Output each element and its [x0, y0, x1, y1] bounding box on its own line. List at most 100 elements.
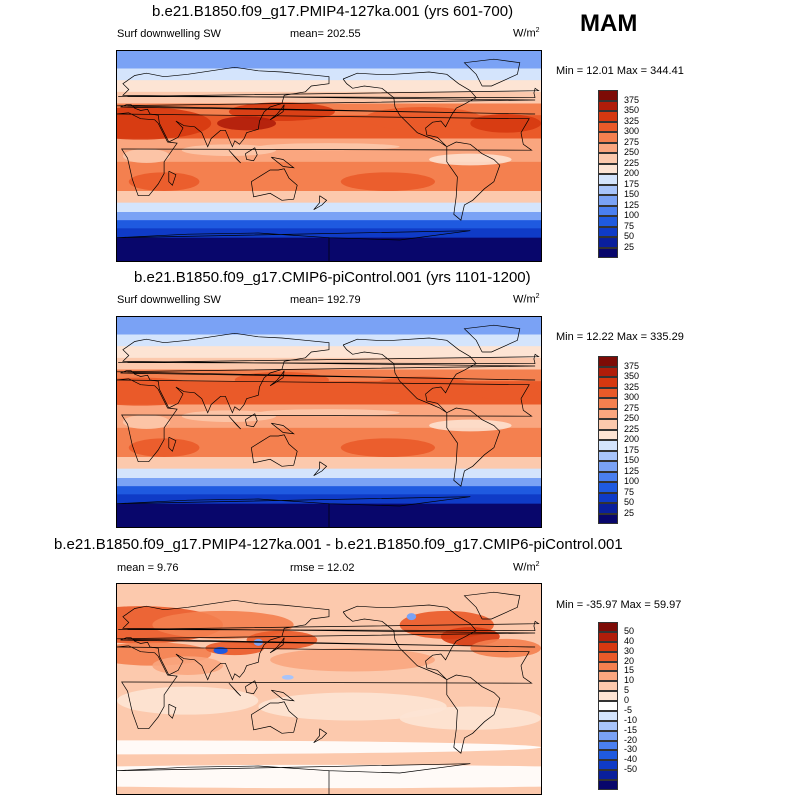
colorbar-tick-label: 50 [624, 625, 635, 636]
season-label: MAM [580, 10, 638, 37]
colorbar-swatch [598, 740, 618, 751]
colorbar-swatch [598, 247, 618, 258]
colorbar-tick-label: 15 [624, 665, 635, 676]
colorbar-swatch [598, 142, 618, 153]
colorbar-swatch [598, 651, 618, 662]
colorbar-swatch [598, 387, 618, 398]
map-field [117, 317, 541, 527]
colorbar-tick-label: -40 [624, 754, 638, 765]
colorbar-swatch [598, 205, 618, 216]
colorbar-tick-label: 150 [624, 455, 640, 465]
colorbar-tick-label: 375 [624, 360, 640, 371]
colorbar-tick-label: 75 [624, 220, 635, 231]
colorbar-tick-label: 150 [624, 189, 640, 199]
colorbar-swatch [598, 111, 618, 122]
colorbar-tick-label: 125 [624, 465, 640, 476]
colorbar-swatch [598, 760, 618, 771]
colorbar-tick-label: -50 [624, 764, 638, 775]
colorbar-tick-label: -30 [624, 744, 638, 755]
colorbar-tick-label: 175 [624, 444, 640, 455]
colorbar-tick-label: 25 [624, 507, 635, 518]
colorbar-swatch [598, 377, 618, 388]
colorbar-tick-label: 10 [624, 675, 635, 686]
colorbar-swatch [598, 780, 618, 790]
coastline-outlines [117, 591, 541, 794]
panel-1-title: b.e21.B1850.f09_g17.PMIP4-127ka.001 (yrs… [152, 3, 514, 20]
colorbar-tick-label: 325 [624, 381, 640, 392]
colorbar-tick-label: 200 [624, 434, 640, 444]
map-field [117, 51, 541, 261]
colorbar-swatch [598, 730, 618, 741]
panel-2-mean: mean= 192.79 [290, 294, 361, 306]
colorbar-tick-label: 100 [624, 476, 640, 486]
colorbar-swatch [598, 163, 618, 174]
colorbar-tick-label: 275 [624, 136, 640, 147]
colorbar-tick-label: 300 [624, 126, 640, 136]
colorbar-swatch [598, 631, 618, 642]
colorbar-tick-label: 30 [624, 645, 635, 656]
colorbar-tick-label: -20 [624, 734, 638, 745]
coastline-outlines [117, 324, 541, 527]
panel-3-map [116, 583, 542, 795]
colorbar-tick-label: 250 [624, 413, 640, 423]
panel-2-title: b.e21.B1850.f09_g17.CMIP6-piControl.001 … [134, 269, 531, 286]
colorbar-swatch [598, 750, 618, 761]
colorbar-swatch [598, 641, 618, 652]
colorbar-tick-label: 75 [624, 486, 635, 497]
panel-1-variable-label: Surf downwelling SW [117, 28, 221, 40]
colorbar-tick-label: 225 [624, 423, 640, 434]
colorbar-tick-label: -10 [624, 714, 638, 725]
panel-3-rmse: rmse = 12.02 [290, 562, 355, 574]
colorbar-swatch [598, 226, 618, 237]
colorbar-swatch [598, 681, 618, 692]
panel-2-minmax: Min = 12.22 Max = 335.29 [556, 331, 684, 343]
colorbar-swatch [598, 195, 618, 206]
colorbar-tick-label: 350 [624, 371, 640, 381]
colorbar-swatch [598, 492, 618, 503]
colorbar-tick-label: 25 [624, 241, 635, 252]
colorbar-swatch [598, 90, 618, 101]
colorbar-swatch [598, 237, 618, 248]
colorbar-tick-label: 350 [624, 105, 640, 115]
colorbar-swatch [598, 482, 618, 493]
panel-1-map [116, 50, 542, 262]
colorbar-swatch [598, 184, 618, 195]
colorbar-swatch [598, 100, 618, 111]
colorbar-swatch [598, 513, 618, 524]
colorbar-swatch [598, 503, 618, 514]
colorbar-swatch [598, 720, 618, 731]
panel-1-mean: mean= 202.55 [290, 28, 361, 40]
colorbar-swatch [598, 671, 618, 682]
panel-2-colorbar: 375 350 325 300 275 250 225 200 175 150 125 100 75 50… [598, 356, 639, 524]
map-field [117, 584, 541, 794]
colorbar-swatch [598, 408, 618, 419]
colorbar-swatch [598, 691, 618, 702]
colorbar-tick-label: 225 [624, 157, 640, 168]
colorbar-tick-label: 325 [624, 115, 640, 126]
colorbar-tick-label: 275 [624, 402, 640, 413]
panel-2-variable-label: Surf downwelling SW [117, 294, 221, 306]
colorbar-swatch [598, 710, 618, 721]
panel-3-colorbar: 50 40 30 20 15 10 5 0 -5 -10 -15 -20 -30 -40 -50 [598, 622, 637, 790]
panel-1-colorbar: 375 350 325 300 275 250 225 200 175 150 125 100 75 50… [598, 90, 639, 258]
colorbar-tick-label: 20 [624, 655, 635, 666]
colorbar-swatch [598, 398, 618, 409]
colorbar-swatch [598, 471, 618, 482]
panel-1-minmax: Min = 12.01 Max = 344.41 [556, 65, 684, 77]
coastline-outlines [117, 58, 541, 261]
colorbar-swatch [598, 121, 618, 132]
colorbar-swatch [598, 429, 618, 440]
colorbar-tick-label: 250 [624, 147, 640, 157]
panel-3-mean: mean = 9.76 [117, 562, 179, 574]
colorbar-swatch [598, 132, 618, 143]
colorbar-swatch [598, 450, 618, 461]
panel-3-units: W/m2 [513, 561, 540, 574]
colorbar-tick-label: -5 [624, 704, 633, 715]
colorbar-swatch [598, 216, 618, 227]
colorbar-swatch [598, 661, 618, 672]
colorbar-tick-label: 175 [624, 178, 640, 189]
colorbar-tick-label: 200 [624, 168, 640, 178]
colorbar-swatch [598, 174, 618, 185]
panel-3-title: b.e21.B1850.f09_g17.PMIP4-127ka.001 - b.… [54, 536, 623, 553]
colorbar-tick-label: 50 [624, 497, 635, 507]
